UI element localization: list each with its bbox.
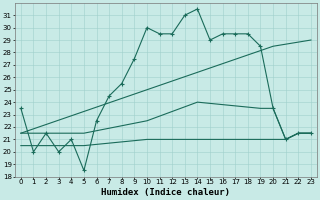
X-axis label: Humidex (Indice chaleur): Humidex (Indice chaleur)	[101, 188, 230, 197]
